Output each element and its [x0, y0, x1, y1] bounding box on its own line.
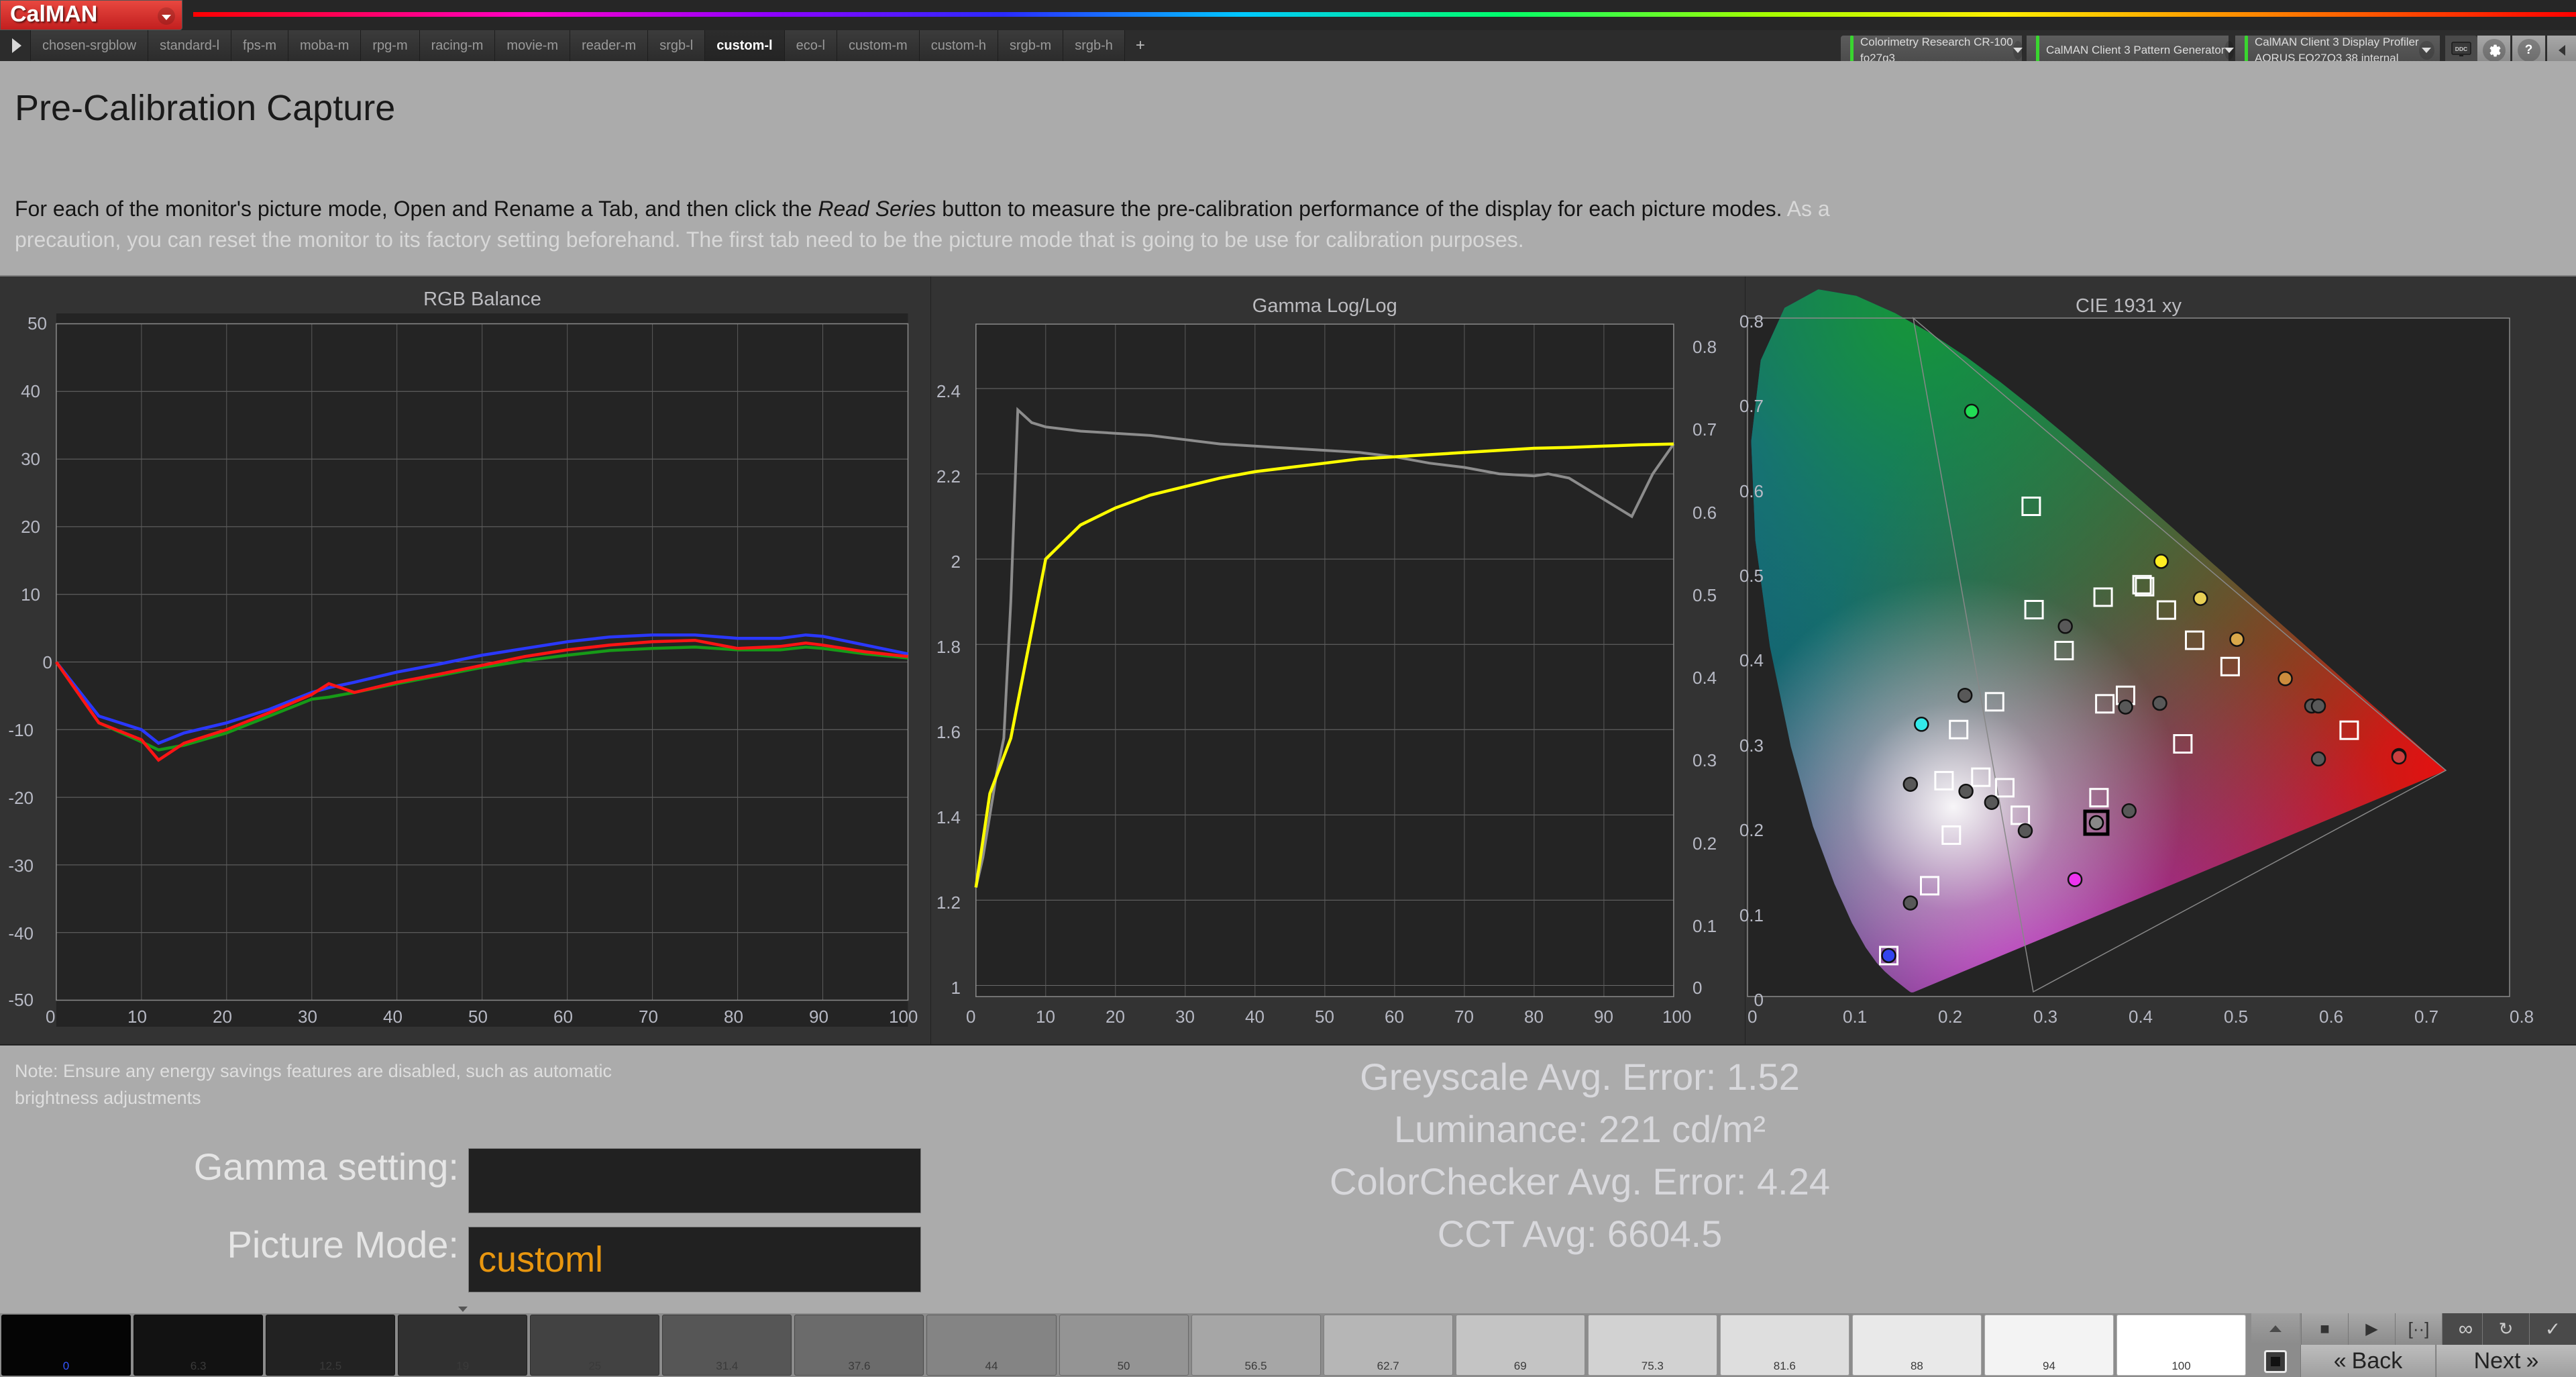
- svg-text:DDC: DDC: [2455, 46, 2467, 52]
